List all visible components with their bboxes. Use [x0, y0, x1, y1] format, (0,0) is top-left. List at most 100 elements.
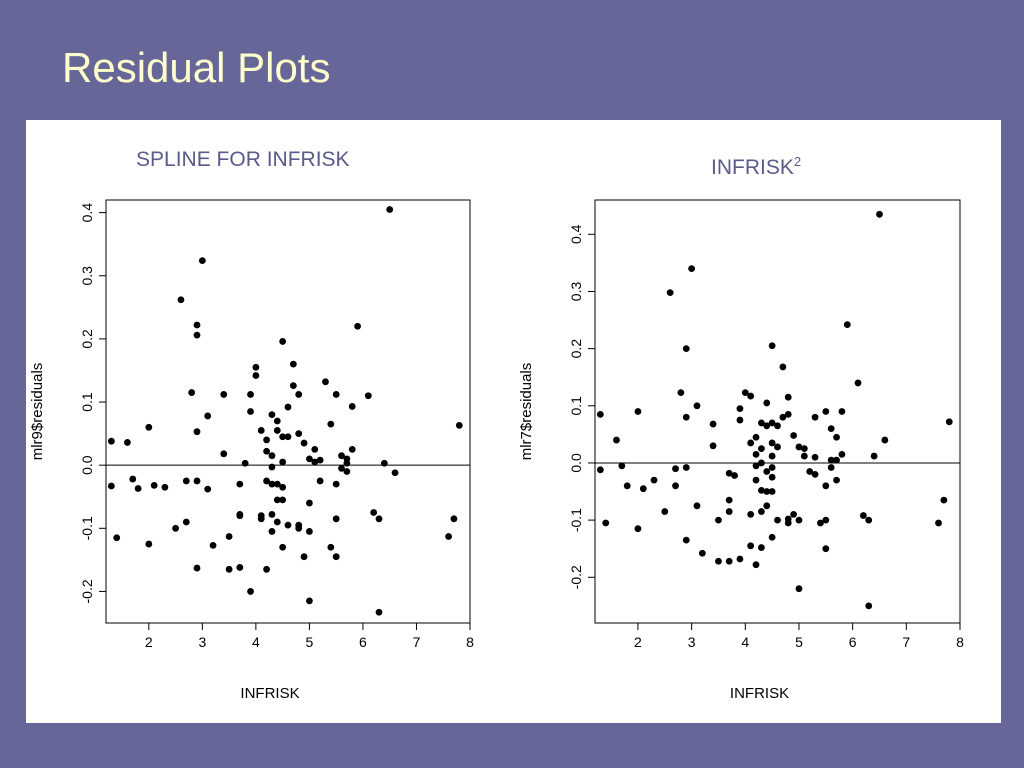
right-data-point	[736, 405, 744, 413]
left-data-point	[107, 482, 115, 490]
right-data-point	[757, 445, 765, 453]
right-data-point	[715, 557, 722, 565]
right-data-point	[806, 468, 814, 475]
left-data-point	[295, 391, 303, 398]
left-data-point	[295, 430, 303, 437]
left-data-point	[220, 450, 228, 458]
right-data-point	[833, 433, 840, 441]
left-data-point	[257, 515, 265, 523]
left-data-point	[193, 477, 201, 485]
right-data-point	[822, 408, 830, 415]
right-data-point	[865, 602, 873, 610]
right-y-tick-label: -0.1	[568, 508, 584, 532]
right-data-point	[752, 433, 760, 441]
right-data-point	[709, 442, 717, 450]
right-data-point	[774, 443, 781, 451]
right-data-point	[779, 413, 787, 421]
left-data-point	[332, 553, 340, 561]
left-data-point	[306, 528, 313, 535]
right-data-point	[817, 519, 824, 527]
left-data-point	[236, 480, 244, 488]
right-data-point	[736, 416, 744, 424]
left-data-point	[236, 512, 244, 520]
right-data-point	[682, 536, 690, 544]
left-data-point	[279, 496, 287, 504]
slide-title: Residual Plots	[62, 44, 331, 91]
left-data-point	[247, 588, 254, 595]
left-data-point	[306, 597, 313, 605]
left-data-point	[204, 412, 212, 420]
left-data-point	[150, 481, 158, 489]
right-data-point	[838, 450, 846, 458]
left-data-point	[375, 515, 383, 523]
left-y-tick-label: 0.1	[79, 392, 95, 412]
left-data-point	[279, 458, 287, 466]
right-data-point	[747, 542, 755, 550]
left-data-point	[445, 533, 452, 540]
right-data-point	[757, 508, 765, 515]
right-data-point	[774, 422, 781, 430]
right-x-tick-label: 3	[688, 634, 696, 650]
left-x-tick-label: 8	[466, 634, 474, 650]
left-x-axis-label: INFRISK	[240, 685, 299, 702]
left-data-point	[113, 534, 121, 542]
left-y-axis-label: mlr9$residuals	[29, 363, 46, 461]
right-data-point	[795, 516, 803, 524]
left-x-tick-label: 7	[413, 634, 421, 650]
left-plot-title: SPLINE FOR INFRISK	[136, 148, 350, 171]
right-data-point	[854, 379, 862, 387]
right-data-point	[763, 422, 771, 430]
left-y-tick-label: -0.1	[79, 516, 95, 540]
left-data-point	[289, 382, 297, 390]
left-data-point	[380, 459, 388, 467]
right-x-axis-label: INFRISK	[730, 685, 789, 702]
right-data-point	[800, 445, 808, 453]
left-data-point	[279, 483, 287, 491]
left-data-point	[273, 417, 281, 425]
right-x-tick-label: 7	[902, 634, 910, 650]
right-data-point	[682, 345, 690, 353]
right-data-point	[752, 476, 760, 484]
right-data-point	[827, 425, 835, 433]
right-data-point	[940, 496, 948, 504]
left-data-point	[332, 391, 340, 398]
plots-panel: SPLINE FOR INFRISK INFRISK2 2 3 4 5 6 7 8 -0.2-…	[26, 120, 1001, 723]
right-y-axis-label: mlr7$residuals	[518, 363, 535, 461]
right-data-point	[768, 533, 776, 541]
left-plot: 2 3 4 5 6 7 8 -0.2 -0.1 0.0 0.1 0.2 0.3 0.4 INFRISK mlr…	[29, 199, 474, 702]
left-data-point	[172, 524, 179, 532]
right-x-tick-label: 5	[795, 634, 803, 650]
right-data-point	[634, 525, 642, 533]
right-data-point	[833, 476, 840, 484]
right-data-point	[747, 439, 755, 447]
right-data-point	[795, 443, 803, 451]
left-data-point	[332, 515, 340, 523]
left-data-point	[236, 564, 244, 571]
right-data-point	[602, 519, 610, 527]
right-data-point	[672, 482, 679, 490]
right-data-point	[688, 265, 696, 272]
left-x-tick-label: 3	[198, 634, 206, 650]
right-data-point	[623, 482, 631, 490]
left-data-point	[343, 468, 351, 475]
right-data-point	[752, 462, 760, 470]
right-data-point	[763, 468, 771, 475]
left-data-point	[268, 463, 276, 471]
right-data-point	[779, 363, 787, 371]
right-data-point	[763, 502, 771, 510]
left-data-point	[316, 477, 324, 485]
right-data-point	[881, 436, 889, 444]
left-data-point	[247, 408, 254, 415]
right-data-point	[768, 473, 776, 481]
right-data-point	[870, 452, 878, 460]
left-data-point	[257, 427, 265, 434]
right-y-tick-label: 0.1	[568, 396, 584, 416]
left-data-point	[311, 445, 319, 453]
left-data-point	[209, 541, 217, 549]
right-plot-title: INFRISK2	[711, 154, 802, 179]
left-data-point	[193, 428, 201, 436]
left-data-point	[289, 360, 297, 368]
left-data-point	[306, 455, 313, 463]
left-plot-frame	[105, 199, 471, 624]
left-data-point	[354, 322, 361, 330]
